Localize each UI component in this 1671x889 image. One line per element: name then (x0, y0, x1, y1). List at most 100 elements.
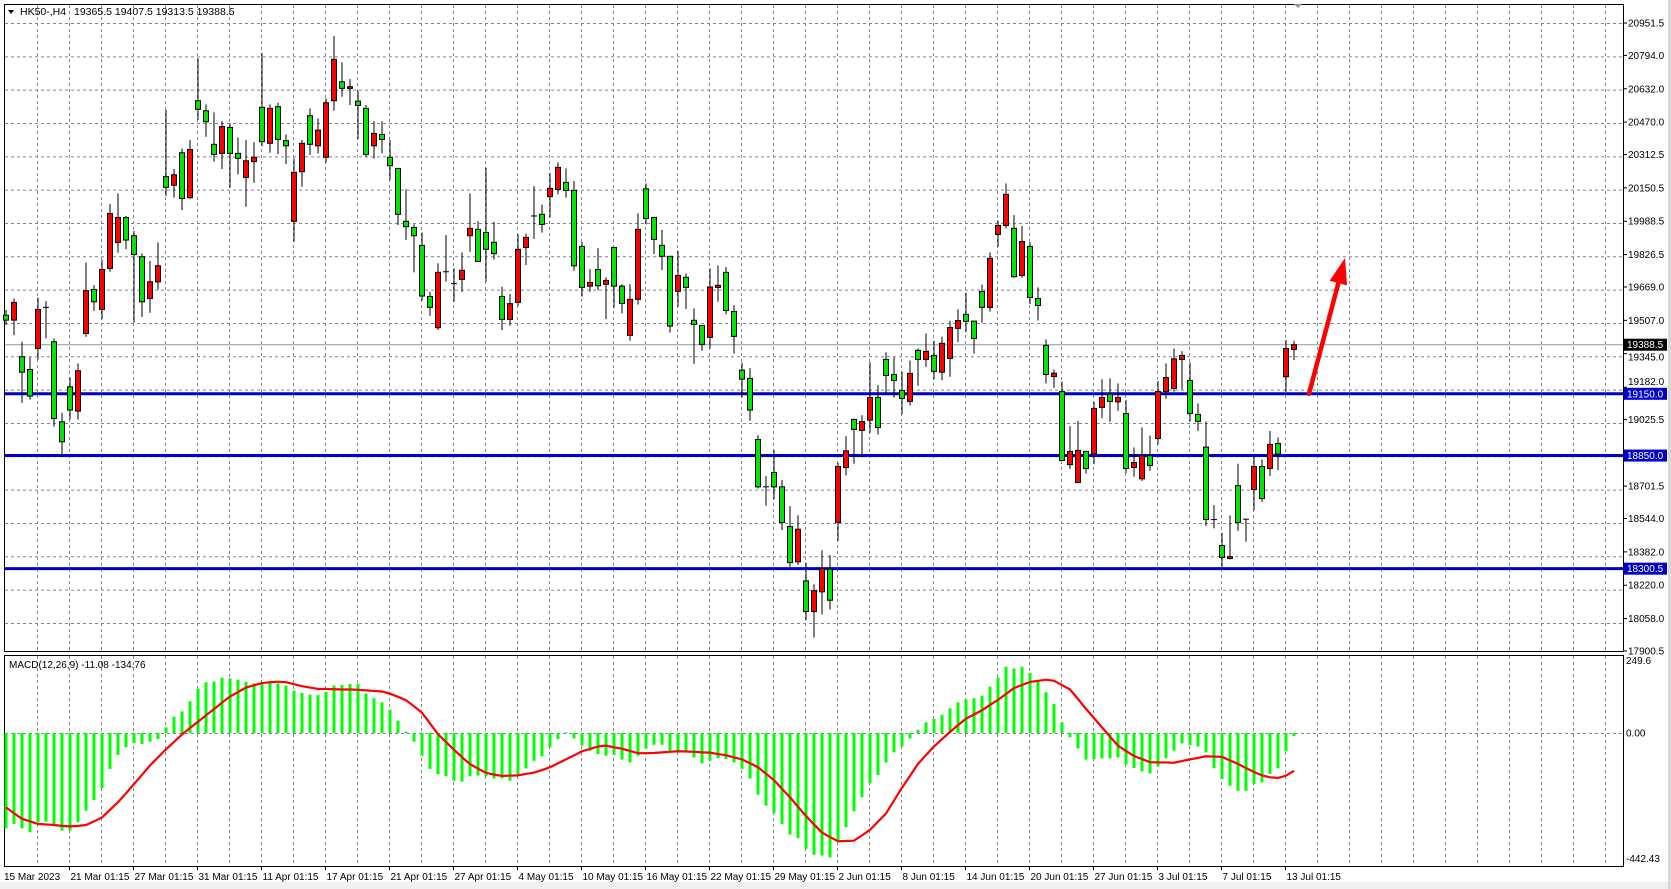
price-tick-label: 18701.5 (1628, 482, 1665, 493)
candle-body-bullish (187, 148, 193, 199)
macd-histogram-bar (996, 677, 1000, 733)
candle-body-bullish (635, 228, 641, 300)
candle (395, 167, 401, 226)
level-price-tag (1624, 562, 1667, 575)
macd-histogram-bar (948, 708, 952, 733)
symbol-menu-triangle-icon[interactable] (8, 10, 14, 14)
macd-histogram-bar (284, 685, 288, 733)
macd-histogram-bar (796, 733, 800, 839)
macd-histogram-bar (732, 733, 736, 763)
candle (435, 263, 441, 330)
candle (299, 140, 305, 187)
candle-body-bullish (587, 281, 593, 287)
candle (955, 309, 961, 343)
candle-body-bearish (739, 369, 745, 380)
macd-tick-label: -442.43 (1626, 854, 1660, 865)
candle (979, 284, 985, 323)
candle-body-bullish (467, 227, 473, 237)
macd-histogram-bar (268, 682, 272, 733)
time-axis-label: 27 Apr 01:15 (455, 872, 512, 883)
candle (411, 224, 417, 273)
candle (779, 480, 785, 531)
macd-histogram-bar (1004, 666, 1008, 733)
candle-body-bearish (595, 268, 601, 287)
macd-histogram-bar (364, 693, 368, 733)
macd-histogram-bar (60, 733, 64, 831)
candle-body-bearish (1147, 455, 1153, 466)
candle (195, 58, 201, 121)
candle-body-bullish (435, 271, 441, 329)
candle-body-bearish (499, 295, 505, 320)
candle-body-bearish (475, 228, 481, 262)
macd-histogram-bar (980, 695, 984, 733)
candle-body-bearish (195, 100, 201, 110)
candle (1035, 287, 1041, 321)
arrow-up-icon[interactable] (1329, 257, 1348, 286)
horizontal-levels (5, 344, 1623, 571)
candle (891, 357, 897, 398)
chart-shift-marker-icon[interactable] (1294, 4, 1302, 8)
arrow-shaft[interactable] (1306, 280, 1341, 397)
candle-body-bearish (59, 421, 65, 443)
candle (1195, 403, 1201, 432)
candle (931, 341, 937, 380)
macd-histogram-bar (548, 733, 552, 748)
candle-body-bullish (1075, 449, 1081, 484)
candle (1115, 383, 1121, 411)
candle (1219, 532, 1225, 567)
time-axis-label: 20 Jun 01:15 (1031, 872, 1089, 883)
candle (147, 261, 153, 313)
macd-histogram-bar (1060, 722, 1064, 733)
candle-body-bearish (643, 188, 649, 219)
candle (347, 79, 353, 106)
candle (667, 255, 673, 333)
candle (323, 98, 329, 163)
macd-tick-label: 249.6 (1626, 656, 1651, 667)
macd-histogram-bar (220, 677, 224, 733)
macd-histogram-bar (76, 733, 80, 823)
candle (1147, 435, 1153, 471)
candle (1019, 226, 1025, 278)
macd-histogram-bar (652, 733, 656, 745)
candle (355, 90, 361, 139)
candle-body-bullish (1251, 465, 1257, 491)
candle-body-bearish (163, 176, 169, 188)
candle (171, 169, 177, 198)
candle (1139, 427, 1145, 481)
candle (1083, 450, 1089, 474)
candle (99, 260, 105, 320)
candle (675, 250, 681, 307)
candle (51, 338, 57, 427)
candle (915, 348, 921, 386)
time-axis-label: 27 Jun 01:15 (1095, 872, 1153, 883)
candle-body-bearish (611, 246, 617, 287)
candle (427, 291, 433, 316)
candle (611, 246, 617, 308)
macd-histogram-bar (1068, 733, 1072, 738)
candle-body-bullish (323, 102, 329, 158)
candle-body-bearish (203, 110, 209, 123)
macd-histogram-bar (876, 733, 880, 776)
macd-histogram-bar (1108, 733, 1112, 759)
candle-body-bullish (523, 236, 529, 248)
price-tick-label: 20312.5 (1628, 150, 1665, 161)
candle-body-bullish (715, 284, 721, 288)
candle (579, 241, 585, 297)
candle-body-bearish (979, 291, 985, 308)
macd-histogram-bar (580, 733, 584, 746)
macd-histogram-bar (644, 733, 648, 749)
candle (115, 193, 121, 253)
macd-histogram-bar (1276, 733, 1280, 769)
candle (219, 121, 225, 170)
annotation-arrow[interactable] (1306, 257, 1348, 397)
candle (683, 273, 689, 310)
candle (235, 137, 241, 175)
level-price-tag (1624, 449, 1667, 462)
candle (811, 584, 817, 638)
candle-body-bearish (723, 271, 729, 311)
candle (627, 284, 633, 341)
macd-histogram-bar (412, 733, 416, 742)
candle-body-bearish (379, 133, 385, 140)
candle-body-bearish (275, 106, 281, 140)
